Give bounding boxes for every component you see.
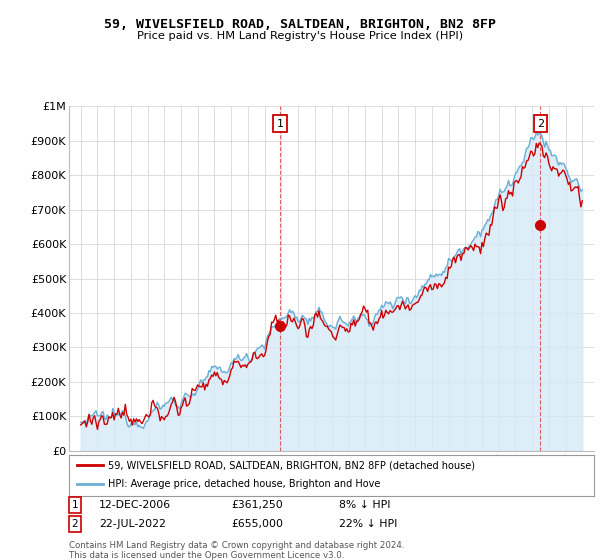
Text: 59, WIVELSFIELD ROAD, SALTDEAN, BRIGHTON, BN2 8FP (detached house): 59, WIVELSFIELD ROAD, SALTDEAN, BRIGHTON…	[109, 460, 475, 470]
Text: 22-JUL-2022: 22-JUL-2022	[99, 519, 166, 529]
Text: 1: 1	[71, 500, 79, 510]
Text: £655,000: £655,000	[231, 519, 283, 529]
Text: 8% ↓ HPI: 8% ↓ HPI	[339, 500, 391, 510]
Text: HPI: Average price, detached house, Brighton and Hove: HPI: Average price, detached house, Brig…	[109, 479, 381, 489]
Text: 22% ↓ HPI: 22% ↓ HPI	[339, 519, 397, 529]
Text: 12-DEC-2006: 12-DEC-2006	[99, 500, 171, 510]
Text: Contains HM Land Registry data © Crown copyright and database right 2024.
This d: Contains HM Land Registry data © Crown c…	[69, 541, 404, 560]
Text: Price paid vs. HM Land Registry's House Price Index (HPI): Price paid vs. HM Land Registry's House …	[137, 31, 463, 41]
Text: 2: 2	[71, 519, 79, 529]
Text: 59, WIVELSFIELD ROAD, SALTDEAN, BRIGHTON, BN2 8FP: 59, WIVELSFIELD ROAD, SALTDEAN, BRIGHTON…	[104, 18, 496, 31]
Text: £361,250: £361,250	[231, 500, 283, 510]
Text: 2: 2	[537, 119, 544, 129]
Text: 1: 1	[277, 119, 283, 129]
